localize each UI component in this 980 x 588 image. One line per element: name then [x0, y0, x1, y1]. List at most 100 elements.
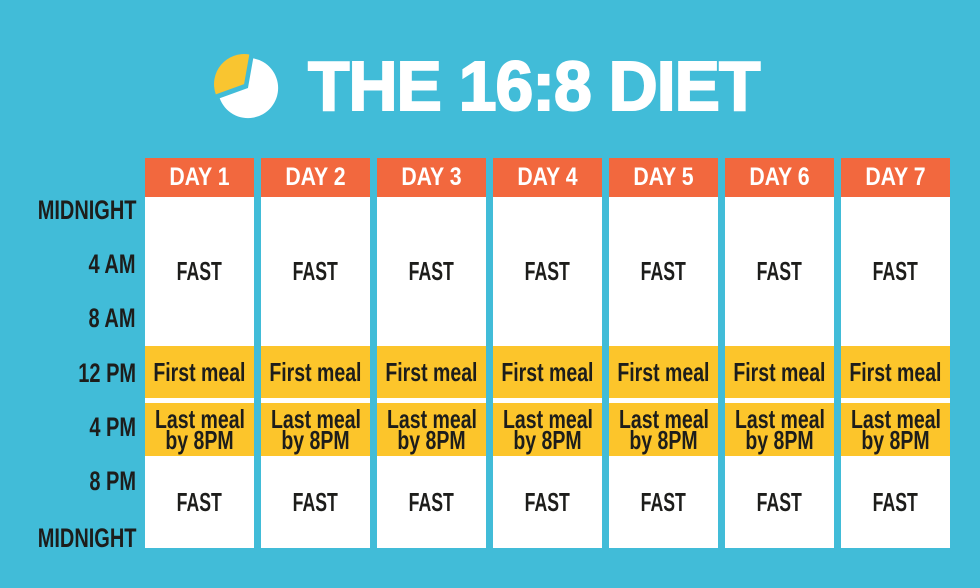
- last-meal-line1: Last meal: [734, 403, 825, 434]
- last-meal-line2: by 8PM: [513, 424, 582, 455]
- fast-label: FAST: [176, 486, 223, 517]
- cell-last-meal: Last meal by 8PM: [145, 403, 254, 456]
- cell-fast-morning: FAST: [377, 197, 486, 346]
- fast-label: FAST: [408, 256, 455, 286]
- cell-divider: [377, 398, 486, 403]
- cell-last-meal: Last meal by 8PM: [493, 403, 602, 456]
- page-title: THE 16:8 DIET: [307, 46, 761, 126]
- fast-label: FAST: [524, 486, 571, 517]
- cell-first-meal: First meal: [377, 346, 486, 398]
- day-header: DAY 1: [145, 158, 254, 197]
- cell-last-meal: Last meal by 8PM: [261, 403, 370, 456]
- day-header-label: DAY 6: [749, 163, 810, 191]
- day-header: DAY 6: [725, 158, 834, 197]
- cell-fast-morning: FAST: [725, 197, 834, 346]
- first-meal-label: First meal: [385, 356, 478, 387]
- time-label-midnight-bottom: MIDNIGHT: [37, 523, 136, 553]
- cell-fast-evening: FAST: [377, 456, 486, 548]
- cell-first-meal: First meal: [841, 346, 950, 398]
- fast-label: FAST: [176, 256, 223, 286]
- last-meal-line1: Last meal: [270, 403, 361, 434]
- first-meal-label: First meal: [849, 356, 942, 387]
- cell-fast-evening: FAST: [493, 456, 602, 548]
- cell-first-meal: First meal: [609, 346, 718, 398]
- last-meal-line1: Last meal: [386, 403, 477, 434]
- fast-label: FAST: [292, 486, 339, 517]
- cell-fast-morning: FAST: [493, 197, 602, 346]
- cell-fast-evening: FAST: [145, 456, 254, 548]
- day-header-label: DAY 2: [285, 163, 346, 191]
- cell-first-meal: First meal: [145, 346, 254, 398]
- cell-fast-evening: FAST: [725, 456, 834, 548]
- day-column-3: DAY 3 FAST First meal Last meal by 8PM F…: [377, 158, 486, 548]
- cell-fast-evening: FAST: [261, 456, 370, 548]
- time-label-8pm: 8 PM: [89, 466, 136, 496]
- first-meal-label: First meal: [617, 356, 710, 387]
- cell-last-meal: Last meal by 8PM: [377, 403, 486, 456]
- day-column-7: DAY 7 FAST First meal Last meal by 8PM F…: [841, 158, 950, 548]
- day-header: DAY 2: [261, 158, 370, 197]
- cell-divider: [493, 398, 602, 403]
- cell-divider: [609, 398, 718, 403]
- pie-body: [219, 58, 279, 119]
- fast-label: FAST: [872, 256, 919, 286]
- fast-label: FAST: [408, 486, 455, 517]
- cell-fast-morning: FAST: [145, 197, 254, 346]
- last-meal-line2: by 8PM: [745, 424, 814, 455]
- first-meal-label: First meal: [153, 356, 246, 387]
- cell-first-meal: First meal: [261, 346, 370, 398]
- last-meal-line1: Last meal: [154, 403, 245, 434]
- time-axis: MIDNIGHT 4 AM 8 AM 12 PM 4 PM 8 PM MIDNI…: [0, 158, 138, 553]
- day-header-label: DAY 1: [169, 163, 230, 191]
- first-meal-label: First meal: [269, 356, 362, 387]
- header: THE 16:8 DIET: [0, 46, 980, 126]
- last-meal-line2: by 8PM: [629, 424, 698, 455]
- cell-fast-morning: FAST: [609, 197, 718, 346]
- time-label-4am: 4 AM: [88, 249, 136, 279]
- day-column-2: DAY 2 FAST First meal Last meal by 8PM F…: [261, 158, 370, 548]
- day-column-4: DAY 4 FAST First meal Last meal by 8PM F…: [493, 158, 602, 548]
- fast-label: FAST: [756, 486, 803, 517]
- time-label-12pm: 12 PM: [78, 358, 136, 388]
- cell-divider: [725, 398, 834, 403]
- last-meal-line2: by 8PM: [165, 424, 234, 455]
- day-header-label: DAY 3: [401, 163, 462, 191]
- fast-label: FAST: [872, 486, 919, 517]
- last-meal-line2: by 8PM: [861, 424, 930, 455]
- day-column-5: DAY 5 FAST First meal Last meal by 8PM F…: [609, 158, 718, 548]
- day-header-label: DAY 4: [517, 163, 578, 191]
- day-header: DAY 3: [377, 158, 486, 197]
- cell-fast-evening: FAST: [609, 456, 718, 548]
- day-column-6: DAY 6 FAST First meal Last meal by 8PM F…: [725, 158, 834, 548]
- schedule-table: MIDNIGHT 4 AM 8 AM 12 PM 4 PM 8 PM MIDNI…: [0, 158, 980, 553]
- last-meal-line1: Last meal: [850, 403, 941, 434]
- last-meal-line1: Last meal: [618, 403, 709, 434]
- day-header-label: DAY 7: [865, 163, 926, 191]
- cell-fast-morning: FAST: [841, 197, 950, 346]
- first-meal-label: First meal: [733, 356, 826, 387]
- day-header: DAY 5: [609, 158, 718, 197]
- pie-clock-icon: [214, 54, 279, 119]
- time-label-midnight-top: MIDNIGHT: [37, 195, 136, 225]
- cell-first-meal: First meal: [493, 346, 602, 398]
- day-header: DAY 4: [493, 158, 602, 197]
- cell-first-meal: First meal: [725, 346, 834, 398]
- last-meal-line1: Last meal: [502, 403, 593, 434]
- time-label-4pm: 4 PM: [89, 412, 136, 442]
- last-meal-line2: by 8PM: [397, 424, 466, 455]
- cell-last-meal: Last meal by 8PM: [725, 403, 834, 456]
- cell-last-meal: Last meal by 8PM: [841, 403, 950, 456]
- last-meal-line2: by 8PM: [281, 424, 350, 455]
- pie-slice: [214, 54, 250, 95]
- day-header: DAY 7: [841, 158, 950, 197]
- cell-fast-morning: FAST: [261, 197, 370, 346]
- time-label-8am: 8 AM: [88, 303, 136, 333]
- day-header-label: DAY 5: [633, 163, 694, 191]
- fast-label: FAST: [640, 256, 687, 286]
- day-column-1: DAY 1 FAST First meal Last meal by 8PM F…: [145, 158, 254, 548]
- cell-last-meal: Last meal by 8PM: [609, 403, 718, 456]
- cell-divider: [145, 398, 254, 403]
- fast-label: FAST: [524, 256, 571, 286]
- cell-fast-evening: FAST: [841, 456, 950, 548]
